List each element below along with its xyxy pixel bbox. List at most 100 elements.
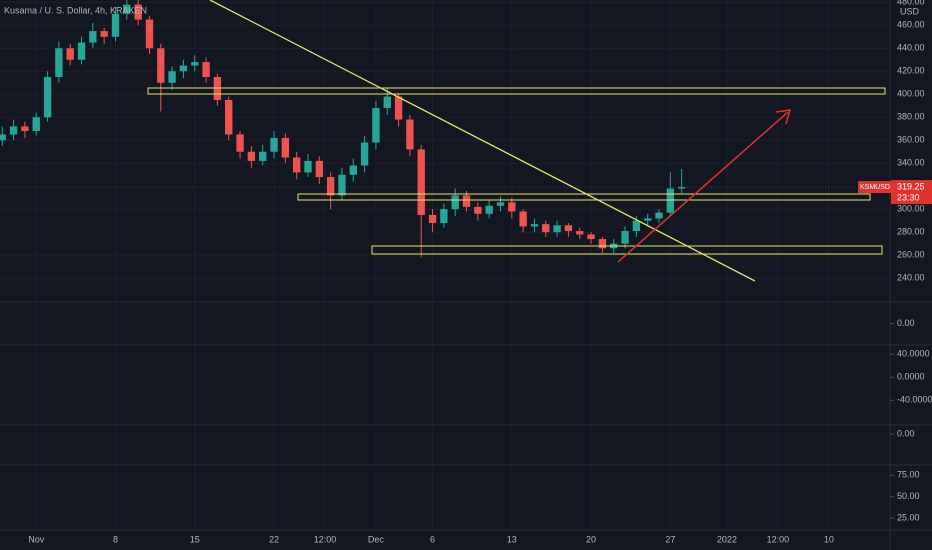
candle-body [43,77,52,118]
y-tick-label: 260.00 [897,250,925,260]
x-tick-label: Nov [28,534,45,544]
candle-body [440,209,448,223]
y-tick-label: 300.00 [897,204,925,214]
countdown-label: 23:30 [897,192,920,202]
candle-body [213,77,222,100]
candle-body [55,48,63,78]
zone-box [147,87,886,95]
candle-body [236,134,244,152]
candle-body [530,224,539,227]
currency-label: USD [900,6,920,16]
candle-body [0,134,6,141]
candle-body [247,151,256,161]
candle-body [202,62,210,78]
candle-body [576,231,584,235]
candle-body [304,160,312,173]
candle-body [394,96,403,120]
candle-body [417,149,425,215]
y-tick-label: 340.00 [897,158,925,168]
candle-body [32,117,40,132]
candle-body [474,206,482,214]
x-tick-label: 22 [269,534,279,544]
candle-body [360,142,369,166]
candle-body [123,4,131,14]
chart-title: Kusama / U. S. Dollar, 4h, KRAKEN [4,5,147,15]
candle-body [315,160,323,178]
candle-body [655,212,663,219]
pane-tick-label: 0.00 [897,429,915,439]
candle-body [326,177,335,196]
candle-body [644,218,652,221]
candle-body [677,187,686,189]
price-tag [891,180,932,205]
candles [0,0,686,258]
drawings [147,0,886,282]
x-tick-label: 12:00 [767,534,790,544]
candle-body [428,214,437,223]
candle-body [496,202,505,206]
y-tick-label: 460.00 [897,20,925,30]
candle-body [270,137,278,152]
x-tick-label: 10 [824,534,834,544]
candle-body [100,31,108,37]
price-axis: Nov 8 15 22 12:00 Dec 6 13 20 27 2022 12:00 10 240.00… [28,0,932,544]
candle-body [372,108,380,143]
candle-body [666,188,675,213]
symbol-label: KSMUSD [860,184,890,191]
y-tick-label: 280.00 [897,227,925,237]
candle-body [485,205,493,214]
trend-line [209,0,756,282]
candle-body [349,165,357,175]
y-tick-label: 480.00 [897,0,925,7]
y-tick-label: 360.00 [897,135,925,145]
candle-body [21,126,29,132]
x-tick-label: 12:00 [314,534,337,544]
y-tick-label: 440.00 [897,43,925,53]
y-tick-label: 380.00 [897,112,925,122]
candle-body [621,231,629,244]
arrow-head [775,109,792,125]
last-price-label: 319.25 [897,181,925,191]
candle-body [89,31,97,43]
pane-tick-label: 40.0000 [897,349,930,359]
x-tick-label: 6 [430,534,435,544]
candle-body [259,151,267,161]
candle-body [587,234,595,240]
candle-body [462,195,471,207]
candle-body [225,100,233,135]
candle-body [281,137,290,158]
pane-tick-label: -40.0000 [897,395,932,405]
candle-body [157,48,165,83]
candle-body [632,220,641,232]
candle-body [564,225,573,232]
pane-tick-label: 75.00 [897,470,920,480]
candle-body [191,62,199,66]
candle-body [9,126,18,135]
candle-body [383,96,391,109]
candle-body [111,13,120,37]
x-tick-label: 13 [507,534,517,544]
y-tick-label: 240.00 [897,273,925,283]
x-tick-label: Dec [368,534,385,544]
symbol-tag [858,181,891,194]
x-tick-label: 8 [113,534,118,544]
candle-body [134,4,142,20]
candle-body [179,65,188,72]
candle-body [406,119,414,150]
candle-body [542,224,550,233]
x-tick-label: 15 [190,534,200,544]
zone-box [297,193,871,201]
candle-body [508,202,516,212]
candle-body [77,42,86,60]
pane-tick-label: 50.00 [897,491,920,501]
pane-tick-label: 0.0000 [897,372,925,382]
x-tick-label: 20 [586,534,596,544]
candle-body [553,225,561,233]
candle-body [338,174,346,196]
candle-body [168,71,176,83]
pane-tick-label: 0.00 [897,318,915,328]
